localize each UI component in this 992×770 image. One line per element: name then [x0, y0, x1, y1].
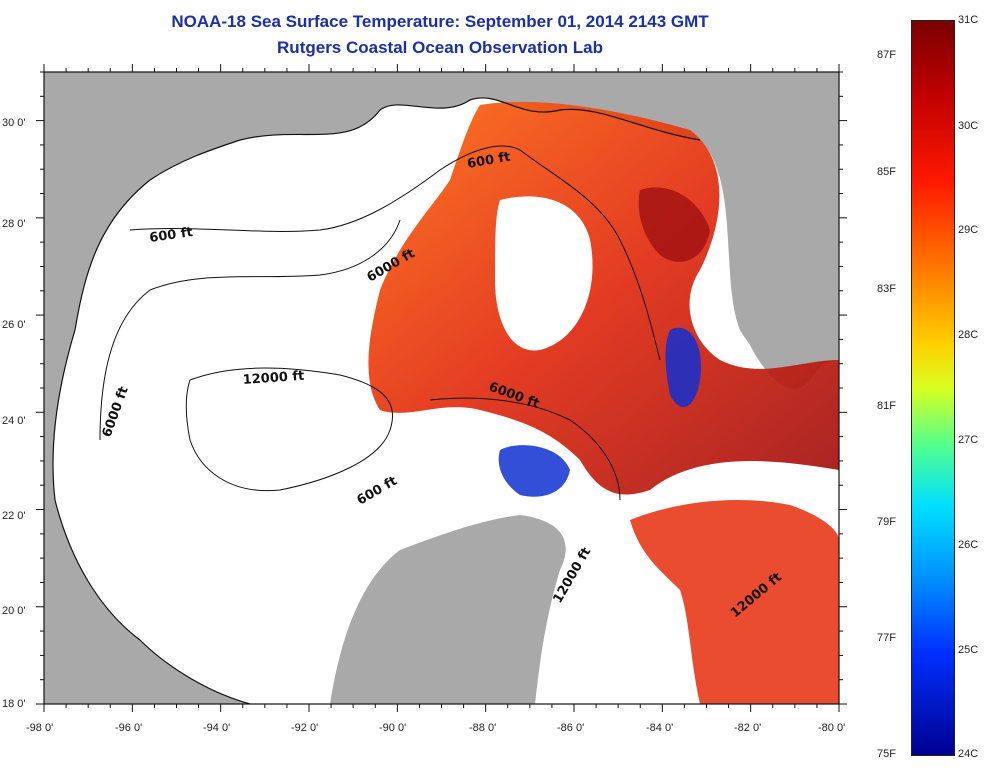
lon-label: -90 0': [379, 722, 407, 734]
lat-label: 22 0': [2, 510, 26, 522]
colorbar-f-label: 81F: [877, 400, 896, 412]
colorbar-c-label: 28C: [958, 329, 979, 341]
sst-cool-patch-east: [665, 327, 701, 407]
colorbar-f-label: 75F: [877, 748, 896, 760]
lon-label: -82 0': [734, 722, 762, 734]
colorbar-f-label: 79F: [877, 516, 896, 528]
lon-label: -88 0': [469, 722, 497, 734]
sst-caribbean-field: [630, 500, 839, 704]
colorbar-c-label: 24C: [958, 748, 979, 760]
map-title: NOAA-18 Sea Surface Temperature: Septemb…: [171, 12, 709, 31]
colorbar-c-label: 31C: [958, 14, 979, 26]
colorbar-c-label: 25C: [958, 644, 979, 656]
contour-label: 600 ft: [466, 150, 511, 172]
colorbar-f-label: 83F: [877, 283, 896, 295]
colorbar-c-label: 27C: [958, 434, 979, 446]
lat-label: 18 0': [2, 698, 26, 710]
sst-clear-hole: [495, 196, 593, 351]
lon-label: -96 0': [115, 722, 143, 734]
sst-hot-core: [638, 187, 710, 262]
lon-label: -94 0': [203, 722, 231, 734]
lat-label: 26 0': [2, 319, 26, 331]
colorbar-f-label: 87F: [877, 49, 896, 61]
lon-label: -80 0': [818, 722, 846, 734]
contour-label: 600 ft: [148, 225, 193, 246]
florida-land: [700, 72, 839, 389]
contour-600ft: [129, 145, 661, 361]
temperature-colorbar: [911, 20, 955, 756]
lat-label: 28 0': [2, 218, 26, 230]
sst-warm-field: [368, 101, 839, 495]
lat-label: 24 0': [2, 415, 26, 427]
colorbar-c-label: 29C: [958, 224, 979, 236]
colorbar-c-label: 26C: [958, 539, 979, 551]
colorbar-f-label: 77F: [877, 632, 896, 644]
lat-label: 30 0': [2, 117, 26, 129]
sst-cool-patch: [498, 445, 570, 497]
contour-6000ft: [99, 219, 621, 501]
lon-label: -98 0': [26, 722, 54, 734]
lon-label: -86 0': [557, 722, 585, 734]
axis-ticks: [36, 64, 847, 712]
contour-12000ft: [185, 367, 393, 492]
lat-label: 20 0': [2, 605, 26, 617]
lon-label: -92 0': [291, 722, 319, 734]
yucatan-land: [330, 515, 566, 704]
colorbar-f-label: 85F: [877, 166, 896, 178]
lon-label: -84 0': [646, 722, 674, 734]
coastline: [52, 97, 701, 704]
colorbar-c-label: 30C: [958, 120, 979, 132]
contour-label: 12000 ft: [242, 369, 305, 388]
map-subtitle: Rutgers Coastal Ocean Observation Lab: [277, 38, 603, 57]
